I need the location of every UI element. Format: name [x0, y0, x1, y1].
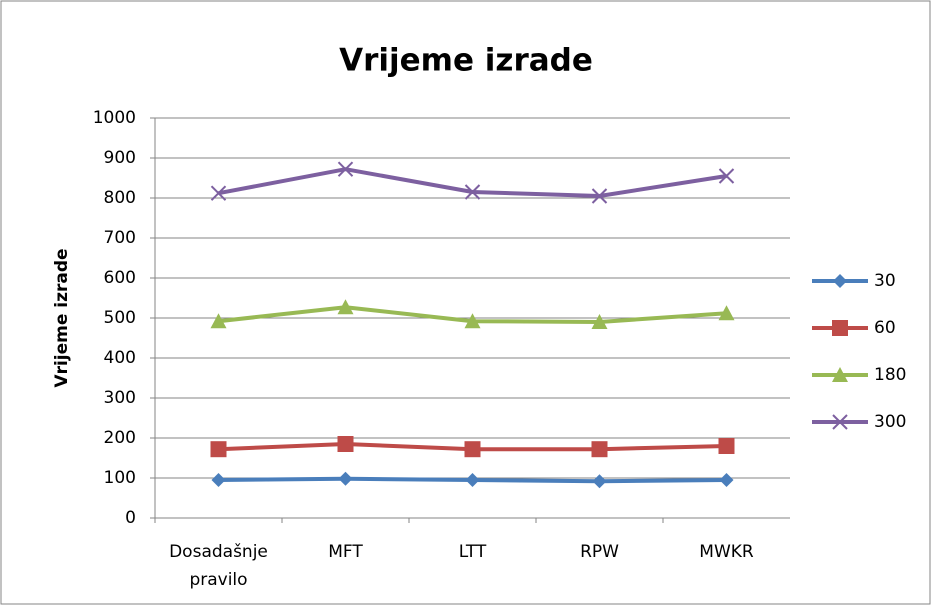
y-tick-label: 900: [104, 148, 136, 168]
x-tick-label: Dosadašnje pravilo: [169, 542, 268, 590]
legend-label: 30: [874, 271, 896, 291]
y-axis-label: Vrijeme izrade: [52, 248, 72, 387]
marker: [337, 161, 354, 177]
y-tick-label: 1000: [93, 108, 136, 128]
x-tick-label: MFT: [328, 542, 363, 562]
x-tick-label: MWKR: [699, 542, 754, 562]
marker: [592, 474, 607, 489]
marker: [591, 188, 608, 204]
legend-marker: [833, 274, 847, 288]
marker: [338, 471, 353, 486]
marker: [832, 320, 848, 336]
legend-marker: [832, 367, 848, 382]
marker: [465, 473, 480, 487]
marker: [591, 314, 608, 329]
legend-label: 180: [874, 365, 906, 385]
marker: [832, 367, 848, 382]
marker: [210, 313, 227, 329]
marker: [833, 274, 847, 288]
y-tick-label: 100: [104, 468, 136, 488]
marker: [718, 438, 735, 454]
chart-title: Vrijeme izrade: [339, 43, 593, 79]
legend-marker: [832, 320, 848, 336]
x-tick-label: RPW: [580, 542, 619, 562]
y-tick-label: 400: [104, 348, 136, 368]
y-tick-label: 700: [104, 228, 136, 248]
marker: [591, 441, 608, 458]
y-tick-label: 600: [104, 268, 136, 288]
marker: [464, 441, 481, 458]
legend-label: 60: [874, 318, 896, 338]
marker: [832, 414, 848, 430]
marker: [211, 473, 226, 487]
x-tick-label: LTT: [459, 542, 487, 562]
marker: [337, 299, 354, 315]
marker: [719, 473, 734, 487]
marker: [337, 436, 354, 452]
y-tick-label: 200: [104, 428, 136, 448]
marker: [464, 313, 481, 329]
y-tick-label: 500: [104, 308, 136, 328]
marker: [210, 185, 227, 201]
marker: [718, 305, 735, 321]
marker: [210, 441, 227, 458]
y-tick-label: 0: [125, 508, 136, 528]
y-tick-label: 300: [104, 388, 136, 408]
legend-marker: [832, 414, 848, 430]
marker: [464, 184, 481, 200]
legend-label: 300: [874, 412, 906, 432]
y-tick-label: 800: [104, 188, 136, 208]
marker: [718, 168, 735, 184]
